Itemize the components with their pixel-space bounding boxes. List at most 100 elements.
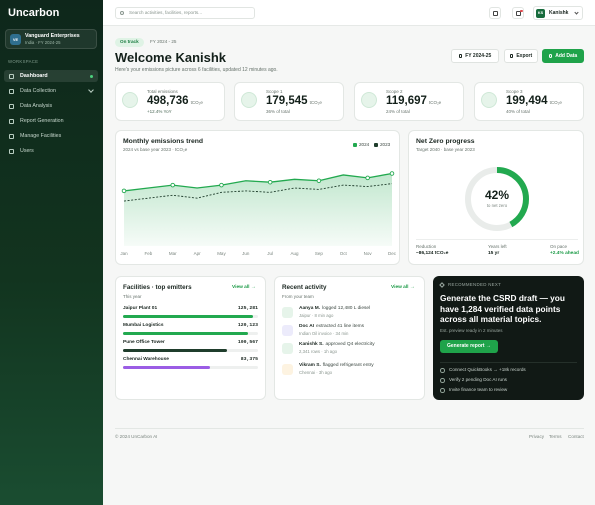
nav-item[interactable]: Dashboard [4,70,98,82]
kpi-card: Scope 2 119,697 tCO₂e 24% of total [354,82,464,121]
user-menu[interactable]: KS Kanishk [533,6,583,20]
nav-label: Manage Facilities [20,132,62,139]
badge [520,9,523,12]
activity-icon [282,325,293,336]
nav-label: Data Analysis [20,102,53,109]
line [123,183,393,202]
nav-icon [9,148,14,154]
facility-name: Chennai Warehouse [123,357,169,362]
area [124,173,392,246]
footer-link[interactable]: Privacy [529,434,545,439]
nav-item[interactable]: Users [4,145,98,157]
check-item: Connect QuickBooks → +18k records [449,367,526,373]
facility-bar [123,366,210,369]
kpi-value-row: 199,494 tCO₂e [506,95,562,108]
chevron [88,87,94,93]
point [389,171,395,176]
x-tick-label: May [217,251,226,256]
brand: Uncarbon [8,7,60,19]
period: FY 2024 - 25 [150,39,177,44]
button-label: Add Data [555,52,578,59]
view-all-link[interactable]: View all → [232,285,256,290]
generate-button[interactable]: Generate report → [440,340,498,353]
point [170,182,175,188]
nav-icon [9,88,14,94]
net-zero-card: Net Zero progress Target 2040 · base year… [408,130,584,265]
nav-label: Data Collection [20,87,56,94]
nav-item[interactable]: Manage Facilities [4,130,98,142]
progress-caption: to net zero [487,203,508,208]
kpi-unit: tCO₂e [549,100,562,105]
facility-value: 83,375 [240,357,258,362]
kpi-value-row: 498,736 tCO₂e [147,95,203,108]
nav-item[interactable]: Data Analysis [4,100,98,112]
chart-card: Monthly emissions trend 2024 vs base year… [115,130,400,265]
org-card[interactable]: VE Vanguard Enterprises India · FY 2024-25 [5,29,97,49]
activity-actor: Aanya M. [299,306,321,311]
kpi-note: 36% of total [266,109,290,114]
page-subtitle: Here's your emissions picture across 6 f… [115,67,278,73]
x-tick-label: Jun [242,251,250,256]
eyebrow-icon [439,282,445,288]
line [123,172,393,192]
recommendation-card: RECOMMENDED NEXT Generate the CSRD draft … [433,276,584,400]
chart-title: Monthly emissions trend [123,138,204,145]
check-icon [440,388,445,393]
notifications-button[interactable] [512,7,524,19]
progress-ring: 42%to net zero [465,167,529,231]
activity-line: Doc AI extracted 41 line items [299,324,364,330]
point [267,179,273,185]
check-item: Invite finance team to review [449,387,508,393]
stat-label: Reduction [416,244,437,249]
header-button[interactable]: FY 2024-25 [451,49,499,63]
calendar-button[interactable] [489,7,501,19]
activity-card: Recent activity From your team View all → A… [274,276,425,400]
nav-icon [9,118,14,124]
footer-link[interactable]: Contact [568,434,584,439]
header-button[interactable]: Export [504,49,538,63]
kpi-unit: tCO₂e [428,100,442,105]
facility-name: Jaipur Plant 01 [123,306,158,311]
kpi-label: Scope 2 [386,89,403,94]
activity-line: Aanya M. logged 12,480 L diesel [299,306,370,312]
chart-subtitle: 2024 vs base year 2023 · tCO₂e [123,147,188,152]
nav-item[interactable]: Report Generation [4,115,98,127]
activity-title: Recent activity [282,284,327,291]
button-icon [458,54,463,58]
stat-value: +2.4% ahead [550,251,579,256]
point [219,182,224,188]
kpi-value: 119,697 [386,95,427,107]
user-name: Kanishk [549,10,569,16]
activity-icon [282,364,293,375]
icon [493,11,498,16]
facility-bar [123,349,228,352]
view-all-link[interactable]: View all → [391,285,415,290]
nav-icon [9,73,14,79]
kpi-note: 40% of total [506,109,530,114]
activity-icon [282,307,293,318]
activity-meta: Chennai · 3h ago [299,370,332,375]
facilities-card: Facilities · top emitters This year View a… [115,276,266,400]
activity-actor: Vikram S. [299,363,321,368]
kpi-value: 498,736 [147,95,189,107]
kpi-icon [122,92,138,108]
check-icon [440,378,445,383]
activity-actor: Kanishk S. [299,342,324,347]
ring-progress [465,167,529,231]
org-name: Vanguard Enterprises [25,33,80,39]
nav-item[interactable]: Data Collection [4,85,98,97]
search-box[interactable]: Search activities, facilities, reports..… [115,7,255,19]
header-button[interactable]: Add Data [542,49,584,63]
x-tick-label: Nov [364,251,373,256]
stat-value: 15 yr [488,251,500,256]
x-tick-label: Sep [315,251,324,256]
kpi-card: Scope 3 199,494 tCO₂e 40% of total [474,82,584,121]
x-tick-label: Jul [267,251,273,256]
footer-link[interactable]: Terms [549,434,562,439]
legend-label: 2023 [380,141,391,147]
activity-line: Vikram S. flagged refrigerant entry [299,363,374,369]
button-label: FY 2024-25 [465,52,492,59]
nav-label: Report Generation [20,117,64,124]
divider [416,239,578,240]
